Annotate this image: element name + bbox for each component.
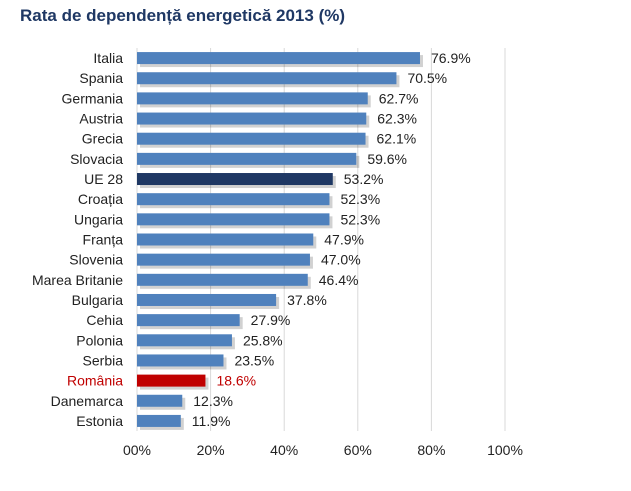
bar: [137, 394, 183, 407]
bar: [137, 374, 206, 387]
data-label: 11.9%: [192, 413, 231, 429]
data-label: 52.3%: [340, 211, 380, 227]
bar: [137, 233, 314, 246]
data-label: 25.8%: [243, 332, 283, 348]
bar: [137, 354, 224, 367]
data-label: 47.0%: [321, 252, 361, 268]
chart-title: Rata de dependență energetică 2013 (%): [20, 6, 346, 25]
category-label: România: [67, 373, 123, 389]
data-label: 12.3%: [193, 393, 233, 409]
category-label: Bulgaria: [72, 292, 124, 308]
bar: [137, 72, 397, 85]
data-label: 46.4%: [319, 272, 359, 288]
data-label: 62.3%: [377, 111, 417, 127]
data-label: 53.2%: [344, 171, 384, 187]
category-label: Cehia: [86, 312, 123, 328]
category-label: Estonia: [76, 413, 123, 429]
bar: [137, 132, 366, 145]
category-label: Austria: [79, 111, 123, 127]
bar: [137, 173, 333, 186]
bar: [137, 414, 181, 427]
x-tick-label: 20%: [197, 442, 225, 458]
category-label: Germania: [62, 90, 124, 106]
data-label: 52.3%: [340, 191, 380, 207]
category-label: Spania: [79, 70, 123, 86]
x-tick-label: 60%: [344, 442, 372, 458]
category-label: Franța: [83, 232, 124, 248]
category-label: Slovenia: [69, 252, 123, 268]
bar: [137, 253, 310, 266]
bar: [137, 152, 357, 165]
bars: [137, 52, 423, 430]
category-label: UE 28: [84, 171, 123, 187]
x-tick-label: 40%: [270, 442, 298, 458]
category-label: Ungaria: [74, 211, 123, 227]
category-label: Serbia: [83, 352, 124, 368]
data-label: 62.7%: [379, 90, 419, 106]
category-label: Italia: [93, 50, 123, 66]
bar: [137, 314, 240, 327]
data-label: 62.1%: [377, 131, 417, 147]
category-label: Grecia: [82, 131, 123, 147]
bar: [137, 273, 308, 286]
data-label: 76.9%: [431, 50, 471, 66]
data-label: 59.6%: [367, 151, 407, 167]
x-tick-label: 100%: [487, 442, 523, 458]
data-label: 23.5%: [234, 352, 274, 368]
category-label: Marea Britanie: [32, 272, 123, 288]
labels: 00% 20% 40% 60% 80% 100% Italia 76.9% Spania 70.5…: [32, 50, 523, 458]
bar: [137, 213, 330, 226]
data-label: 70.5%: [407, 70, 447, 86]
x-tick-label: 80%: [417, 442, 445, 458]
x-tick-label: 00%: [123, 442, 151, 458]
data-label: 47.9%: [324, 232, 364, 248]
bar: [137, 334, 232, 347]
bar: [137, 293, 277, 306]
data-label: 27.9%: [251, 312, 291, 328]
category-label: Polonia: [76, 332, 123, 348]
category-label: Croația: [78, 191, 123, 207]
bar: [137, 52, 420, 65]
category-label: Danemarca: [51, 393, 124, 409]
bar: [137, 92, 368, 105]
data-label: 18.6%: [216, 373, 256, 389]
bar: [137, 193, 330, 206]
data-label: 37.8%: [287, 292, 327, 308]
category-label: Slovacia: [70, 151, 123, 167]
bar: [137, 112, 367, 125]
